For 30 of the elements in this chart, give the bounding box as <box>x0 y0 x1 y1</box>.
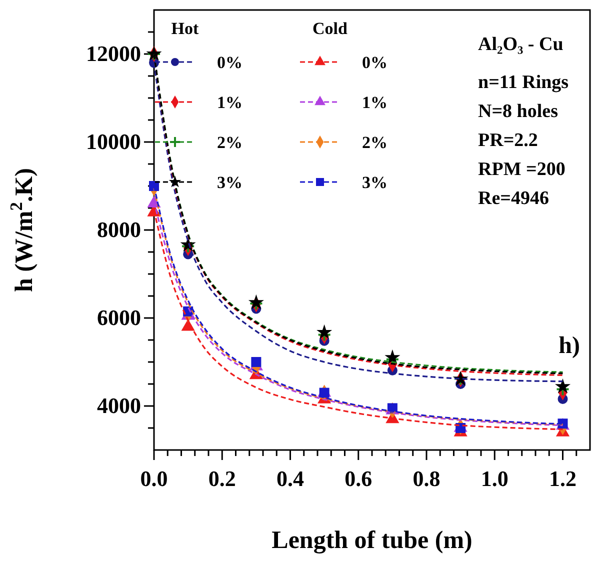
legend-label: 3% <box>362 173 388 192</box>
legend-label: 1% <box>362 93 388 112</box>
y-tick-label: 8000 <box>97 217 141 242</box>
y-tick-label: 10000 <box>86 129 141 154</box>
legend-label: 2% <box>362 133 388 152</box>
x-axis-title: Length of tube (m) <box>272 527 472 554</box>
x-tick-label: 1.2 <box>549 466 576 491</box>
x-tick-label: 0.2 <box>208 466 236 491</box>
y-tick-label: 12000 <box>86 41 141 66</box>
legend-label: 0% <box>217 53 242 72</box>
annotation: h) <box>558 333 580 360</box>
annotation: N=8 holes <box>478 101 558 122</box>
annotation: Hot <box>171 19 200 38</box>
annotation: Cold <box>312 19 348 38</box>
annotation: PR=2.2 <box>478 130 538 151</box>
annotation: RPM =200 <box>478 159 566 180</box>
y-tick-label: 4000 <box>97 393 141 418</box>
legend-label: 1% <box>217 93 242 112</box>
annotation: n=11 Rings <box>478 72 569 93</box>
annotation: Al₂O₃ - Cu <box>478 34 564 55</box>
x-tick-label: 0.4 <box>276 466 304 491</box>
x-tick-label: 0.6 <box>344 466 372 491</box>
x-tick-label: 0.0 <box>140 466 168 491</box>
legend-label: 0% <box>362 53 388 72</box>
y-tick-label: 6000 <box>97 305 141 330</box>
legend-label: 3% <box>217 173 242 192</box>
x-tick-label: 0.8 <box>412 466 440 491</box>
legend-label: 2% <box>217 133 242 152</box>
annotation: Re=4946 <box>478 188 549 209</box>
x-tick-label: 1.0 <box>480 466 508 491</box>
